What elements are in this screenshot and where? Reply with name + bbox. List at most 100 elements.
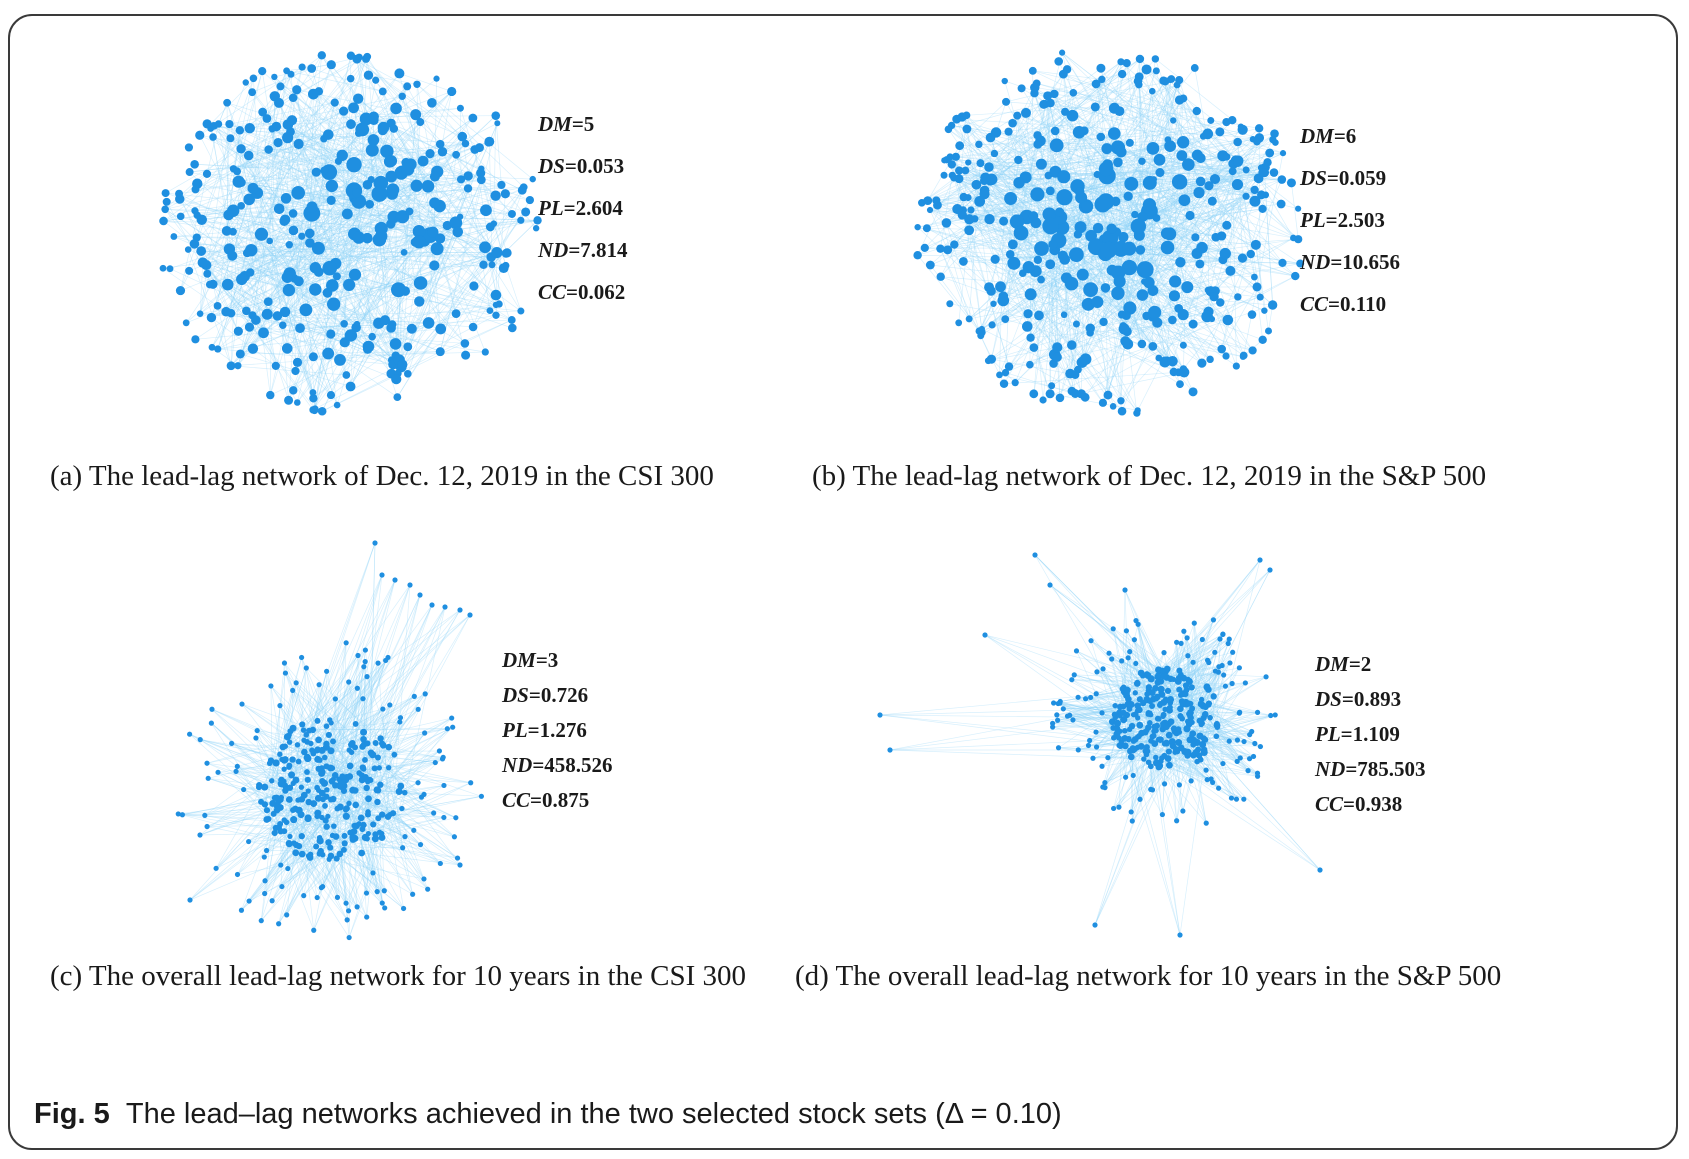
- network-node: [263, 816, 271, 823]
- network-node: [529, 175, 536, 183]
- network-node: [298, 832, 305, 840]
- network-node: [377, 781, 384, 788]
- network-node: [1181, 628, 1187, 634]
- network-node: [491, 111, 501, 120]
- network-node: [1066, 109, 1079, 122]
- network-node: [1252, 282, 1262, 292]
- network-node: [1257, 743, 1264, 750]
- network-node: [984, 162, 994, 172]
- network-node: [1137, 796, 1143, 802]
- network-node: [380, 315, 391, 326]
- network-node: [1250, 239, 1261, 250]
- network-node: [364, 674, 370, 680]
- network-node: [406, 323, 417, 334]
- network-node: [236, 273, 248, 286]
- network-node: [1054, 712, 1060, 718]
- network-node: [161, 189, 170, 198]
- network-node: [1116, 742, 1122, 749]
- network-node: [1190, 741, 1197, 748]
- network-node: [278, 862, 284, 868]
- network-node: [1034, 310, 1044, 321]
- network-node: [1265, 148, 1275, 158]
- network-node: [1117, 69, 1127, 79]
- network-node: [241, 786, 247, 793]
- network-node: [1131, 210, 1139, 219]
- network-node: [1216, 298, 1225, 307]
- network-node: [320, 883, 326, 890]
- network-node: [247, 343, 259, 354]
- network-node: [1100, 241, 1117, 259]
- network-node: [185, 266, 194, 275]
- network-node: [1257, 557, 1263, 563]
- network-node: [1208, 776, 1214, 782]
- network-node: [317, 757, 323, 763]
- network-node: [1071, 370, 1080, 379]
- network-node: [1098, 75, 1106, 84]
- network-node: [352, 721, 359, 727]
- network-node: [236, 144, 246, 154]
- network-node: [1175, 256, 1186, 268]
- network-node: [301, 748, 308, 756]
- network-node: [1115, 146, 1127, 158]
- network-node: [1192, 749, 1199, 756]
- network-node: [421, 179, 435, 193]
- network-node: [251, 315, 261, 325]
- network-node: [1291, 271, 1300, 281]
- network-node: [389, 338, 402, 350]
- network-node: [1160, 713, 1166, 720]
- network-node: [964, 194, 972, 202]
- network-node: [246, 898, 252, 904]
- network-node: [285, 241, 294, 249]
- network-node: [253, 735, 259, 741]
- network-node: [233, 768, 239, 774]
- network-node: [242, 79, 249, 86]
- network-node: [1185, 210, 1195, 221]
- network-node: [1152, 67, 1160, 75]
- network-node: [1258, 204, 1267, 213]
- network-node: [1067, 712, 1073, 718]
- network-node: [926, 206, 934, 214]
- network-node: [175, 811, 181, 817]
- network-node: [258, 107, 268, 117]
- network-node: [234, 362, 242, 370]
- network-node: [955, 141, 965, 151]
- network-node: [290, 780, 296, 787]
- network-node: [279, 321, 287, 330]
- network-node: [286, 762, 293, 769]
- network-node: [1225, 265, 1236, 276]
- network-node: [1197, 700, 1205, 708]
- network-node: [361, 664, 367, 670]
- network-node: [1052, 342, 1063, 353]
- network-node: [400, 905, 407, 912]
- network-node: [346, 119, 356, 130]
- network-node: [238, 907, 245, 913]
- network-node: [404, 370, 412, 378]
- network-node: [481, 348, 489, 356]
- network-node: [1051, 700, 1057, 706]
- network-node: [984, 213, 995, 225]
- network-node: [1203, 683, 1211, 690]
- network-node: [289, 756, 296, 763]
- network-node: [995, 281, 1006, 293]
- network-node: [1052, 352, 1062, 362]
- network-node: [1177, 178, 1188, 189]
- network-node: [1141, 728, 1149, 736]
- network-node: [286, 840, 293, 848]
- network-node: [1048, 239, 1058, 250]
- network-node: [435, 139, 445, 149]
- network-node: [979, 189, 990, 200]
- network-node: [1032, 79, 1041, 88]
- metric-nd-b: ND=10.656: [1300, 250, 1401, 274]
- network-node: [1241, 796, 1247, 802]
- network-node: [431, 810, 437, 816]
- network-node: [363, 775, 369, 782]
- panel-d: [860, 545, 1340, 938]
- network-node: [1092, 222, 1104, 234]
- network-node: [479, 260, 488, 269]
- network-node: [1072, 320, 1080, 328]
- network-node: [1174, 639, 1180, 645]
- figure-label: Fig. 5: [34, 1098, 110, 1130]
- network-node: [416, 118, 425, 127]
- network-node: [314, 794, 322, 802]
- network-node: [1188, 319, 1198, 329]
